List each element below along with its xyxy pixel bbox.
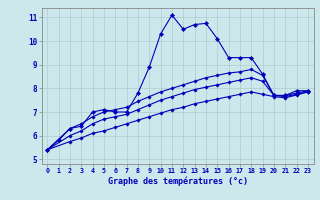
X-axis label: Graphe des températures (°c): Graphe des températures (°c): [108, 177, 248, 186]
